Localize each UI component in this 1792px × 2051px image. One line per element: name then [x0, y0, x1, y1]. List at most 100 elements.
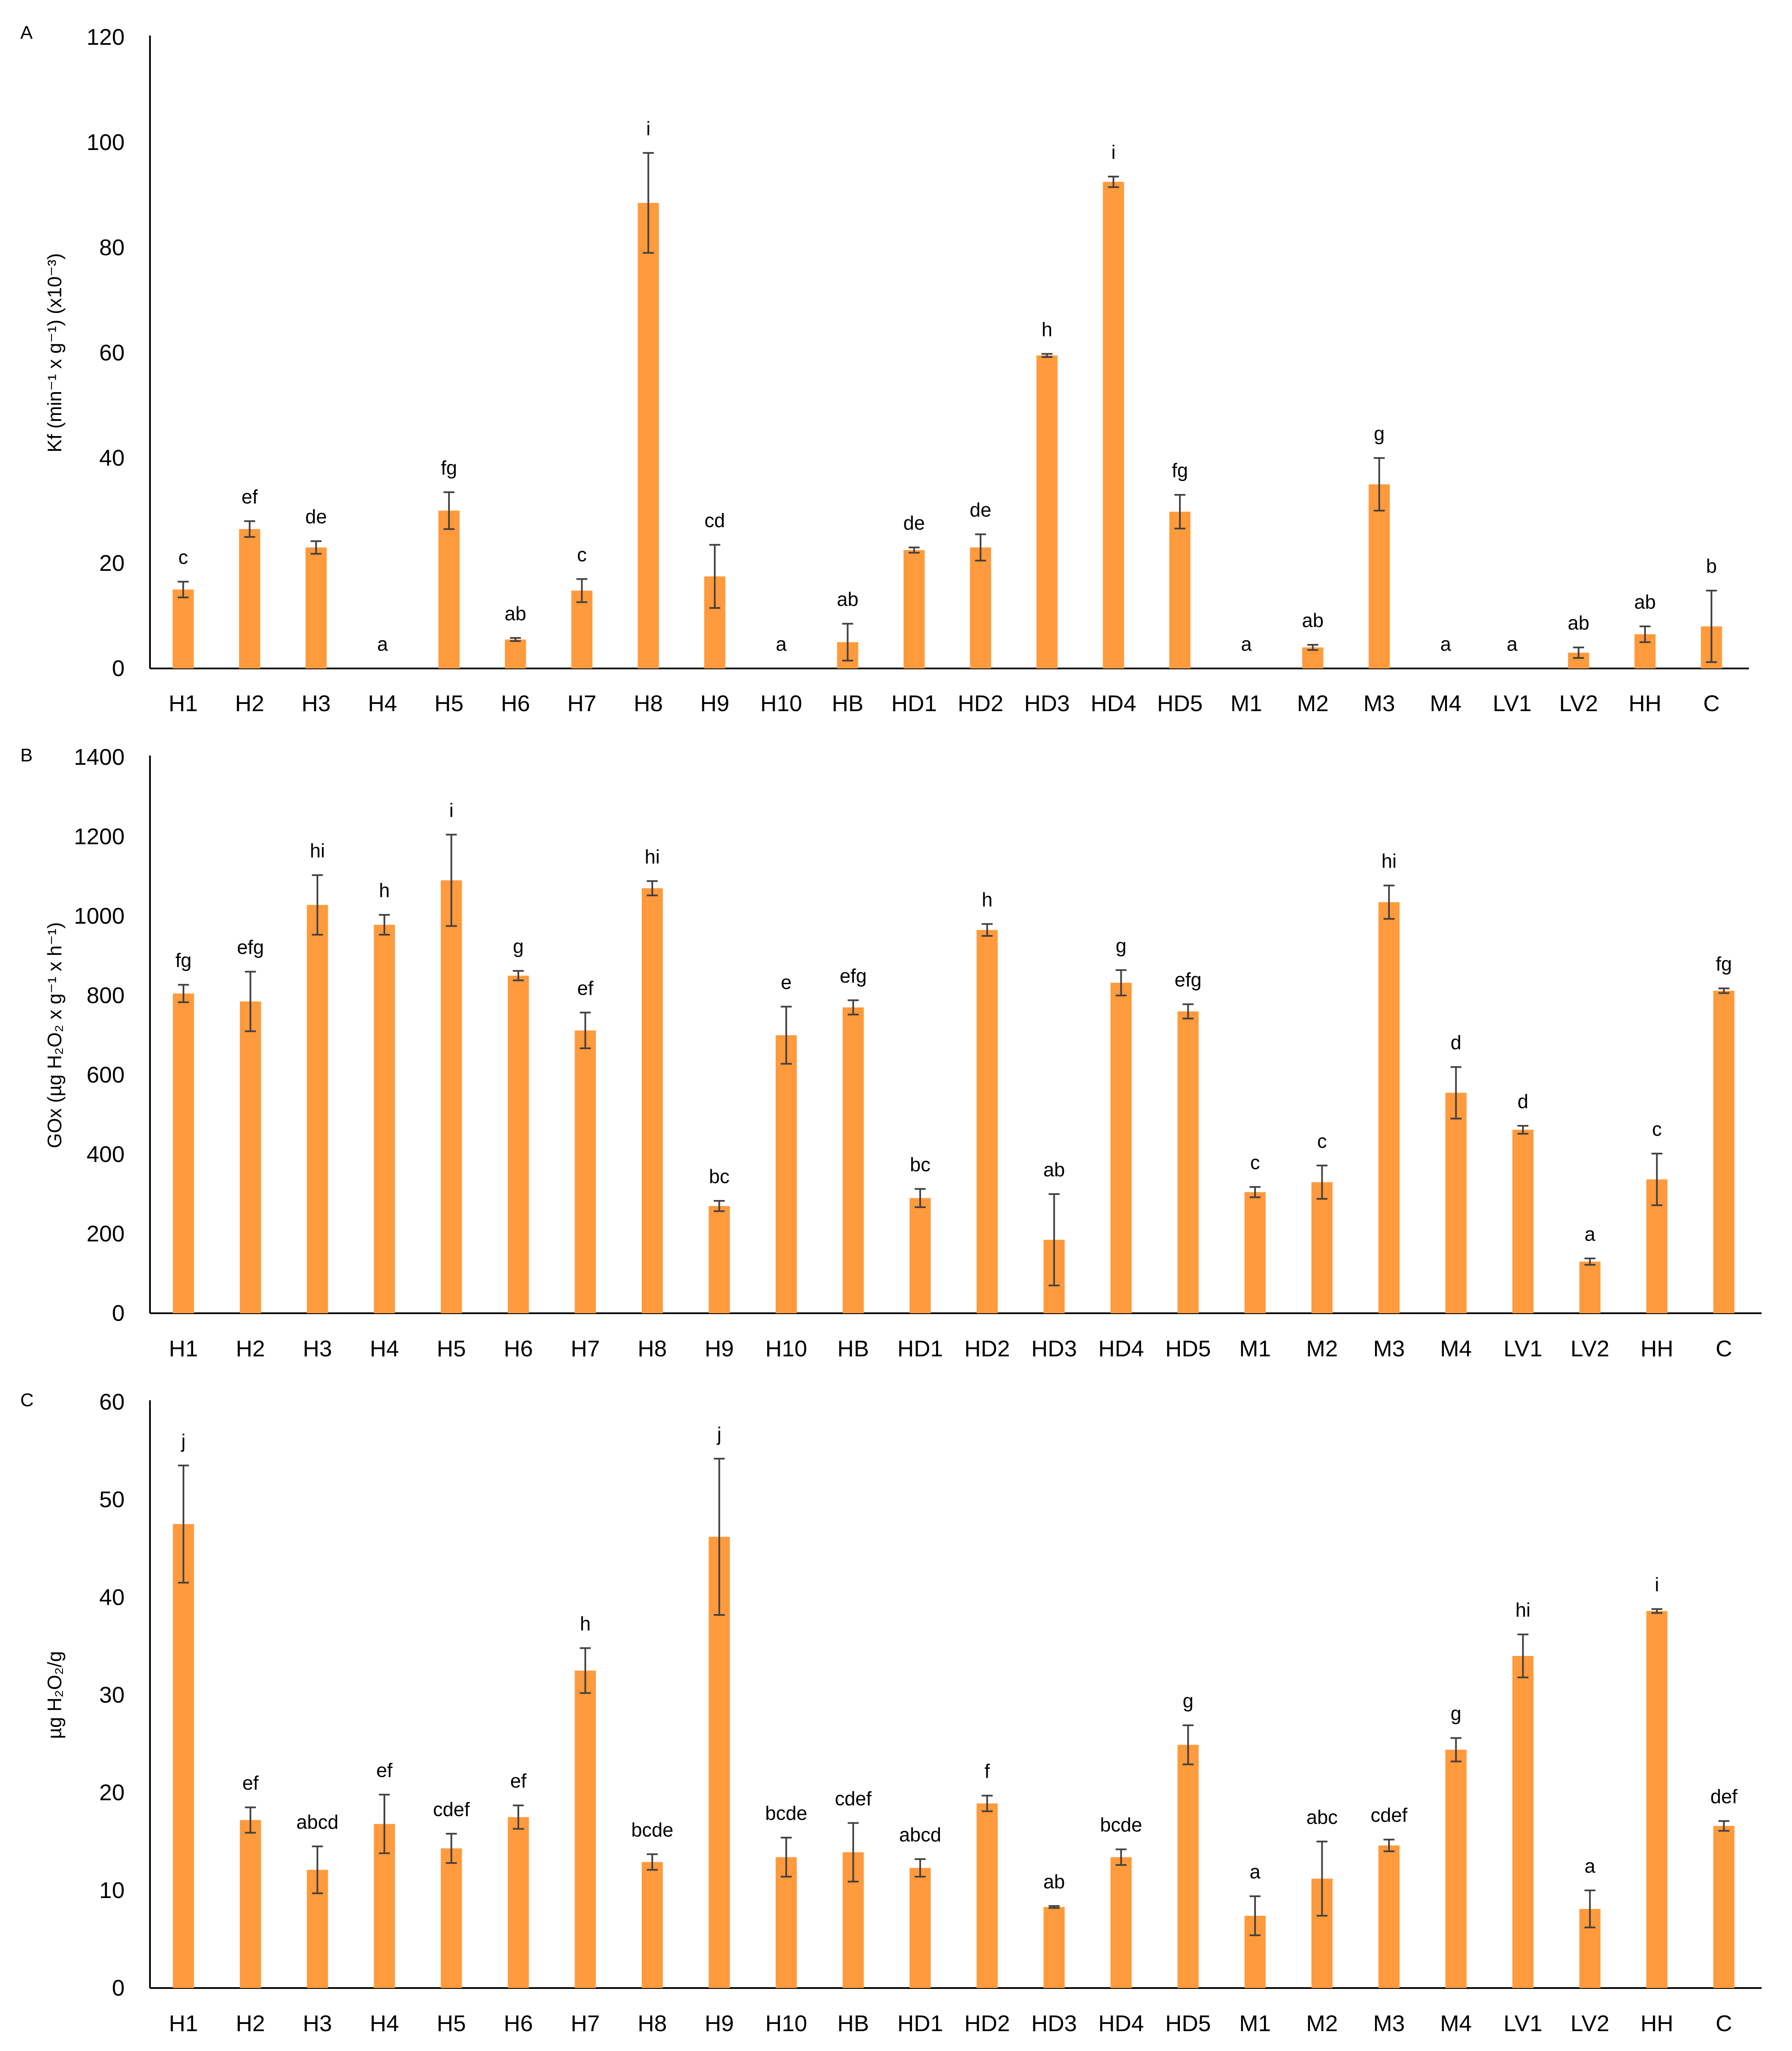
- x-tick-label-H6: H6: [504, 2011, 533, 2036]
- significance-letter-H3: de: [305, 506, 327, 528]
- significance-letter-HD4: g: [1116, 935, 1127, 957]
- x-tick-label-M3: M3: [1363, 691, 1395, 716]
- x-tick-label-H4: H4: [370, 1336, 399, 1361]
- significance-letter-H4: a: [377, 633, 388, 655]
- bar-H1: [173, 993, 194, 1313]
- x-tick-label-C: C: [1703, 691, 1720, 716]
- bar-H7: [575, 1670, 596, 1988]
- bar-H5: [441, 1848, 462, 1988]
- panel-letter: A: [20, 22, 33, 43]
- bar-H8: [642, 1862, 663, 1988]
- x-tick-label-HH: HH: [1640, 1336, 1673, 1361]
- x-tick-label-HD5: HD5: [1165, 2011, 1211, 2036]
- significance-letter-C: b: [1706, 555, 1717, 577]
- y-axis-label: Kf (min⁻¹ x g⁻¹) (x10⁻³): [44, 253, 65, 453]
- bar-H2: [240, 1001, 261, 1313]
- bar-HD1: [910, 1198, 931, 1313]
- significance-letter-HD3: ab: [1043, 1159, 1065, 1181]
- significance-letter-H3: hi: [310, 840, 325, 862]
- x-tick-label-M2: M2: [1306, 1336, 1338, 1361]
- bar-M3: [1378, 902, 1400, 1313]
- x-tick-label-HB: HB: [837, 2011, 869, 2036]
- x-tick-label-H9: H9: [705, 2011, 734, 2036]
- bar-M2: [1302, 647, 1324, 668]
- bar-H7: [575, 1030, 596, 1313]
- significance-letter-H4: ef: [376, 1759, 393, 1781]
- significance-letter-H2: ef: [242, 1772, 259, 1794]
- y-tick-label: 1200: [74, 824, 125, 849]
- significance-letter-M1: a: [1250, 1861, 1261, 1883]
- y-tick-label: 40: [99, 1585, 125, 1610]
- x-tick-label-M4: M4: [1430, 691, 1462, 716]
- x-tick-label-HD2: HD2: [958, 691, 1003, 716]
- significance-letter-LV2: a: [1585, 1223, 1596, 1245]
- x-tick-label-M2: M2: [1306, 2011, 1338, 2036]
- x-tick-label-HD1: HD1: [897, 1336, 943, 1361]
- significance-letter-LV1: hi: [1515, 1599, 1531, 1621]
- x-tick-label-H9: H9: [700, 691, 729, 716]
- significance-letter-HD4: bcde: [1100, 1814, 1142, 1836]
- x-tick-label-M2: M2: [1297, 691, 1329, 716]
- significance-letter-H6: g: [513, 935, 524, 957]
- significance-letter-H10: bcde: [765, 1802, 807, 1824]
- significance-letter-H10: a: [776, 633, 787, 655]
- bar-HD5: [1177, 1011, 1199, 1313]
- x-tick-label-HD4: HD4: [1091, 691, 1136, 716]
- panel-letter: B: [20, 745, 33, 766]
- significance-letter-H2: ef: [242, 485, 258, 507]
- significance-letter-M2: ab: [1302, 609, 1324, 631]
- x-tick-label-H2: H2: [236, 2011, 265, 2036]
- chart-panel-B: B GOx (µg H₂O₂ x g⁻¹ x h⁻¹) 0 200 400 600 800 1…: [20, 745, 1762, 1361]
- x-tick-label-M1: M1: [1239, 2011, 1271, 2036]
- significance-letter-M4: g: [1451, 1702, 1462, 1724]
- bar-C: [1713, 1826, 1735, 1988]
- significance-letter-HD1: abcd: [899, 1824, 941, 1846]
- x-tick-label-HD1: HD1: [897, 2011, 943, 2036]
- y-tick-label: 20: [99, 1780, 125, 1806]
- y-tick-label: 20: [99, 551, 125, 576]
- x-tick-label-H2: H2: [235, 691, 264, 716]
- x-tick-label-HD3: HD3: [1031, 2011, 1077, 2036]
- significance-letter-H5: cdef: [433, 1798, 470, 1820]
- significance-letter-H7: c: [577, 543, 587, 565]
- bar-H2: [240, 1820, 261, 1988]
- bar-H7: [571, 590, 593, 668]
- x-tick-label-LV2: LV2: [1571, 1336, 1610, 1361]
- significance-letter-HD5: g: [1183, 1690, 1194, 1712]
- significance-letter-H1: j: [180, 1430, 185, 1452]
- x-tick-label-HD3: HD3: [1031, 1336, 1077, 1361]
- chart-panel-A: A Kf (min⁻¹ x g⁻¹) (x10⁻³) 0 20 40 60 80 100 120…: [20, 22, 1749, 716]
- significance-letter-H9: j: [716, 1423, 721, 1445]
- significance-letter-LV1: a: [1507, 633, 1518, 655]
- significance-letter-LV1: d: [1517, 1090, 1528, 1112]
- x-tick-label-HD5: HD5: [1157, 691, 1203, 716]
- x-tick-label-HD1: HD1: [891, 691, 937, 716]
- x-tick-label-HB: HB: [832, 691, 863, 716]
- x-tick-label-HH: HH: [1629, 691, 1661, 716]
- significance-letter-H6: ab: [505, 603, 526, 625]
- y-tick-label: 0: [112, 1301, 125, 1326]
- x-tick-label-HB: HB: [837, 1336, 869, 1361]
- bar-H3: [305, 547, 327, 668]
- x-tick-label-H5: H5: [437, 1336, 466, 1361]
- y-tick-label: 80: [99, 235, 125, 260]
- x-tick-label-HD2: HD2: [964, 2011, 1010, 2036]
- y-tick-label: 800: [87, 983, 125, 1008]
- bar-HD4: [1110, 982, 1132, 1313]
- significance-letter-H9: bc: [709, 1165, 730, 1187]
- y-tick-label: 50: [99, 1487, 125, 1512]
- significance-letter-HH: ab: [1634, 591, 1656, 613]
- y-tick-label: 10: [99, 1878, 125, 1903]
- bar-HD2: [976, 930, 998, 1313]
- significance-letter-LV2: a: [1585, 1855, 1596, 1877]
- significance-letter-H8: i: [646, 117, 651, 139]
- x-tick-label-H4: H4: [368, 691, 397, 716]
- significance-letter-H6: ef: [510, 1770, 527, 1792]
- x-tick-label-M1: M1: [1231, 691, 1262, 716]
- x-tick-label-H1: H1: [169, 691, 198, 716]
- bar-H8: [642, 888, 663, 1313]
- significance-letter-M3: hi: [1381, 850, 1397, 872]
- bar-C: [1713, 990, 1735, 1313]
- bar-H5: [438, 510, 460, 668]
- significance-letter-H3: abcd: [296, 1811, 338, 1833]
